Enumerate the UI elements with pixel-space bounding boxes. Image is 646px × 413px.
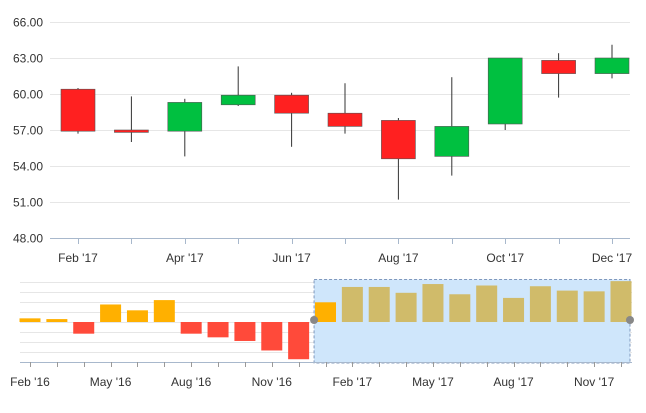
navigator-bar (610, 281, 632, 322)
candle-body (220, 94, 256, 106)
candle[interactable] (60, 88, 96, 134)
y-tick-label: 63.00 (13, 52, 43, 66)
navigator-bar (19, 318, 41, 322)
navigator-bar (476, 285, 498, 322)
main-grid (50, 22, 630, 203)
candle-body (541, 60, 576, 74)
y-tick-label: 54.00 (13, 160, 43, 174)
main-x-axis: Feb '17 Apr '17 Jun '17 Aug '17 Oct '17 Dec '… (50, 238, 632, 265)
navigator-bar (449, 294, 471, 322)
navigator-bar (583, 291, 605, 322)
candle[interactable] (274, 92, 309, 147)
navigator-bar (73, 322, 95, 334)
navigator-bar (261, 322, 283, 351)
navigator-bar (503, 297, 525, 322)
navigator-bar (46, 319, 68, 322)
candle-body (60, 88, 96, 132)
candle[interactable] (434, 77, 470, 176)
candle[interactable] (220, 66, 256, 106)
navigator-bar (556, 290, 578, 322)
navigator-handles[interactable] (310, 316, 634, 324)
navigator-bar-series (19, 281, 632, 360)
candle-body (487, 57, 523, 125)
navigator-bar (153, 300, 175, 322)
y-tick-label: 60.00 (13, 88, 43, 102)
candle-body (167, 102, 203, 132)
candle-body (114, 129, 149, 133)
navigator-x-tick-label: Aug '17 (493, 375, 534, 389)
navigator-x-tick-label: Aug '16 (171, 375, 212, 389)
candle[interactable] (487, 57, 523, 130)
navigator-bar (234, 322, 256, 341)
y-tick-label: 57.00 (13, 124, 43, 138)
candle-body (274, 94, 309, 114)
x-tick-label: Feb '17 (58, 251, 98, 265)
navigator-x-tick-label: May '16 (90, 375, 132, 389)
main-y-axis-labels: 48.00 51.00 54.00 57.00 60.00 63.00 66.00 (13, 16, 43, 246)
navigator-bar (315, 302, 336, 322)
candle[interactable] (327, 83, 363, 134)
x-tick-label: Jun '17 (272, 251, 311, 265)
y-tick-label: 48.00 (13, 232, 43, 246)
navigator-bar (100, 304, 122, 322)
navigator-bar (126, 310, 148, 322)
navigator-bar (395, 292, 417, 322)
navigator-bar (207, 322, 229, 338)
navigator-bar (368, 286, 390, 322)
navigator-x-tick-label: May '17 (412, 375, 454, 389)
x-tick-label: Dec '17 (592, 251, 633, 265)
navigator-x-tick-label: Feb '17 (333, 375, 373, 389)
navigator-right-handle[interactable] (626, 316, 634, 324)
candle-body (594, 57, 630, 74)
navigator-x-tick-label: Nov '16 (252, 375, 293, 389)
navigator-left-handle[interactable] (310, 316, 319, 324)
candle[interactable] (594, 44, 630, 79)
candle-body (381, 120, 416, 160)
candle[interactable] (381, 118, 416, 200)
navigator-bar (288, 322, 310, 360)
candle-body (434, 126, 470, 157)
navigator-bar (529, 286, 551, 322)
candle[interactable] (114, 96, 149, 142)
candle-body (327, 112, 363, 127)
x-tick-label: Oct '17 (486, 251, 524, 265)
navigator-x-tick-label: Nov '17 (574, 375, 615, 389)
navigator-bar (341, 286, 363, 322)
candlestick-series (60, 44, 630, 200)
candle[interactable] (541, 53, 576, 98)
y-tick-label: 66.00 (13, 16, 43, 30)
navigator-x-tick-label: Feb '16 (10, 375, 50, 389)
x-tick-label: Apr '17 (166, 251, 204, 265)
navigator-bar (180, 322, 202, 334)
candle[interactable] (167, 98, 203, 157)
y-tick-label: 51.00 (13, 196, 43, 210)
navigator-x-axis: Feb '16 May '16 Aug '16 Nov '16 Feb '17 May '… (10, 362, 632, 389)
navigator-bar (422, 284, 444, 322)
x-tick-label: Aug '17 (378, 251, 419, 265)
